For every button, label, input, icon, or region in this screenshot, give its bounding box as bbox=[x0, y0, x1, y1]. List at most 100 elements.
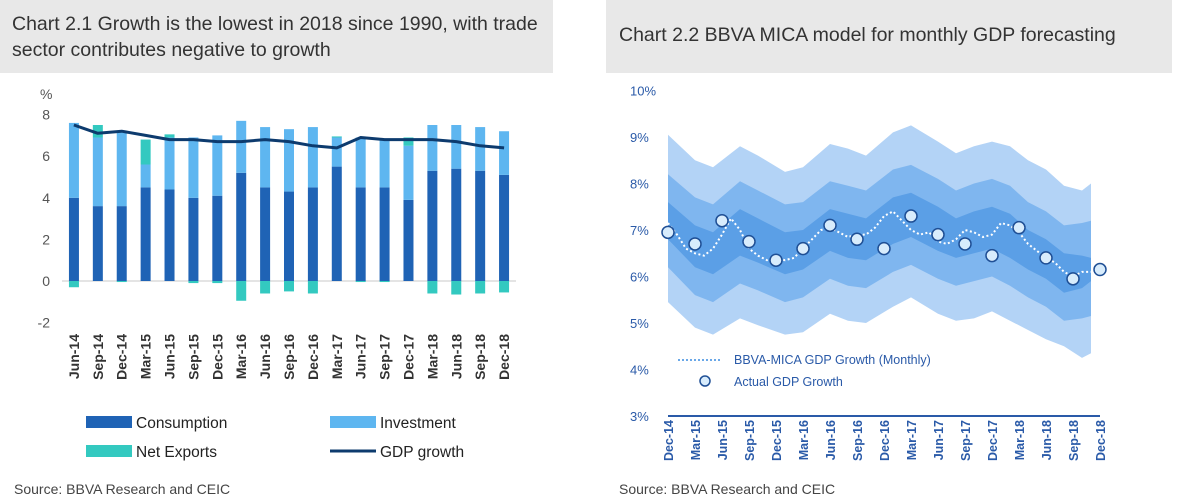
y-tick-label: 3% bbox=[630, 409, 649, 424]
bar-consumption bbox=[116, 206, 127, 281]
bar-investment bbox=[499, 131, 510, 175]
x-tick-label: Mar-17 bbox=[905, 420, 919, 460]
bar-net-exports bbox=[236, 281, 247, 301]
bar-consumption bbox=[451, 168, 462, 281]
x-tick-label: Sep-14 bbox=[90, 334, 106, 380]
x-tick-label: Mar-18 bbox=[424, 334, 440, 379]
marker-actual-gdp bbox=[661, 225, 675, 240]
bar-consumption bbox=[307, 187, 318, 281]
bar-consumption bbox=[92, 206, 103, 281]
marker-actual-gdp bbox=[796, 241, 810, 256]
y-tick-label: -2 bbox=[38, 315, 51, 331]
bar-net-exports bbox=[427, 281, 438, 294]
legend-swatch bbox=[86, 445, 132, 457]
bar-investment bbox=[212, 135, 223, 196]
bar-consumption bbox=[140, 187, 151, 281]
x-tick-label: Sep-18 bbox=[1067, 420, 1081, 461]
x-tick-label: Sep-15 bbox=[185, 334, 201, 380]
x-tick-label: Sep-18 bbox=[472, 334, 488, 380]
bar-consumption bbox=[403, 199, 414, 281]
bar-investment bbox=[379, 139, 390, 188]
marker-actual-gdp bbox=[1066, 272, 1080, 286]
y-tick-label: 6 bbox=[42, 148, 50, 164]
x-tick-label: Jun-18 bbox=[448, 334, 464, 379]
x-tick-label: Dec-18 bbox=[496, 334, 512, 380]
bar-investment bbox=[331, 137, 342, 167]
marker-actual-gdp bbox=[823, 218, 837, 233]
legend-label: GDP growth bbox=[380, 444, 464, 461]
x-tick-label: Dec-17 bbox=[400, 334, 416, 380]
legend-swatch bbox=[699, 375, 711, 387]
marker-actual-gdp bbox=[688, 237, 702, 251]
x-tick-label: Jun-18 bbox=[1040, 420, 1054, 460]
bar-net-exports bbox=[284, 281, 294, 292]
x-tick-label: Mar-16 bbox=[797, 420, 811, 460]
bar-consumption bbox=[355, 187, 366, 281]
x-tick-label: Dec-14 bbox=[114, 334, 130, 380]
chart-2-2-svg: 3% 4% 5% 6% 7% 8% 9% 10% Dec-14 Mar-15 Jun-15 Sep-1… bbox=[630, 84, 1108, 462]
marker-actual-gdp bbox=[985, 248, 999, 263]
x-tick-label: Sep-17 bbox=[377, 334, 393, 380]
y-tick-label: 0 bbox=[42, 273, 50, 289]
bar-consumption bbox=[427, 170, 438, 281]
bar-consumption bbox=[499, 174, 510, 281]
bar-investment bbox=[260, 127, 271, 188]
bar-consumption bbox=[475, 170, 486, 281]
bar-consumption bbox=[68, 197, 79, 281]
x-tick-label: Sep-15 bbox=[743, 420, 757, 461]
bar-investment bbox=[284, 129, 294, 192]
legend-label: Investment bbox=[380, 415, 457, 432]
bar-consumption bbox=[379, 187, 390, 281]
bar-net-exports bbox=[212, 281, 223, 284]
y-tick-label: 7% bbox=[630, 223, 649, 238]
x-tick-label: Sep-17 bbox=[959, 420, 973, 461]
marker-actual-gdp bbox=[958, 237, 972, 251]
x-tick-label: Dec-16 bbox=[305, 334, 321, 380]
marker-actual-gdp bbox=[877, 241, 891, 256]
bar-investment bbox=[116, 131, 127, 207]
x-tick-label: Sep-16 bbox=[851, 420, 865, 461]
bar-consumption bbox=[164, 189, 175, 281]
y-tick-label: 8 bbox=[42, 107, 50, 123]
bar-net-exports bbox=[68, 281, 79, 288]
y-axis-unit-label: % bbox=[40, 86, 52, 102]
x-tick-label: Jun-15 bbox=[716, 420, 730, 460]
x-tick-label: Dec-16 bbox=[878, 420, 892, 461]
marker-actual-gdp bbox=[1012, 220, 1026, 235]
legend-label: BBVA-MICA GDP Growth (Monthly) bbox=[734, 353, 931, 367]
x-tick-label: Jun-17 bbox=[353, 334, 369, 379]
bar-net-exports bbox=[260, 281, 271, 294]
bar-consumption bbox=[260, 187, 271, 281]
marker-actual-gdp bbox=[769, 253, 783, 267]
bar-investment bbox=[164, 137, 175, 190]
bar-investment bbox=[355, 137, 366, 188]
x-tick-label: Sep-16 bbox=[281, 334, 297, 380]
bar-net-exports bbox=[451, 281, 462, 295]
bar-investment bbox=[403, 145, 414, 200]
y-tick-label: 6% bbox=[630, 270, 649, 285]
x-tick-label: Mar-16 bbox=[233, 334, 249, 379]
bar-net-exports bbox=[164, 134, 175, 138]
legend-label: Net Exports bbox=[136, 444, 217, 461]
marker-actual-gdp bbox=[931, 227, 945, 242]
chart-2-1-svg: % -2 0 2 4 6 8 Jun-14 Sep-14 Dec-14 Mar-15 Jun-15 Se… bbox=[38, 86, 516, 461]
bar-consumption bbox=[284, 191, 294, 281]
legend-label: Actual GDP Growth bbox=[734, 375, 843, 389]
chart-2-2-panel: Chart 2.2 BBVA MICA model for monthly GD… bbox=[606, 0, 1179, 502]
chart-2-2-source: Source: BBVA Research and CEIC bbox=[619, 481, 836, 497]
bar-investment bbox=[307, 127, 318, 188]
x-tick-label: Mar-15 bbox=[689, 420, 703, 460]
chart-2-1-panel: Chart 2.1 Growth is the lowest in 2018 s… bbox=[0, 0, 556, 502]
bar-investment bbox=[475, 127, 486, 171]
marker-actual-gdp bbox=[1039, 251, 1053, 265]
bar-consumption bbox=[212, 195, 223, 281]
bar-net-exports bbox=[116, 281, 127, 283]
bar-net-exports bbox=[331, 136, 342, 138]
x-tick-label: Jun-16 bbox=[257, 334, 273, 379]
x-tick-label: Dec-14 bbox=[662, 420, 676, 461]
marker-actual-gdp bbox=[715, 213, 729, 228]
bar-investment bbox=[236, 120, 247, 173]
x-tick-label: Jun-14 bbox=[66, 334, 82, 379]
x-tick-label: Jun-16 bbox=[824, 420, 838, 460]
bar-net-exports bbox=[379, 281, 390, 283]
